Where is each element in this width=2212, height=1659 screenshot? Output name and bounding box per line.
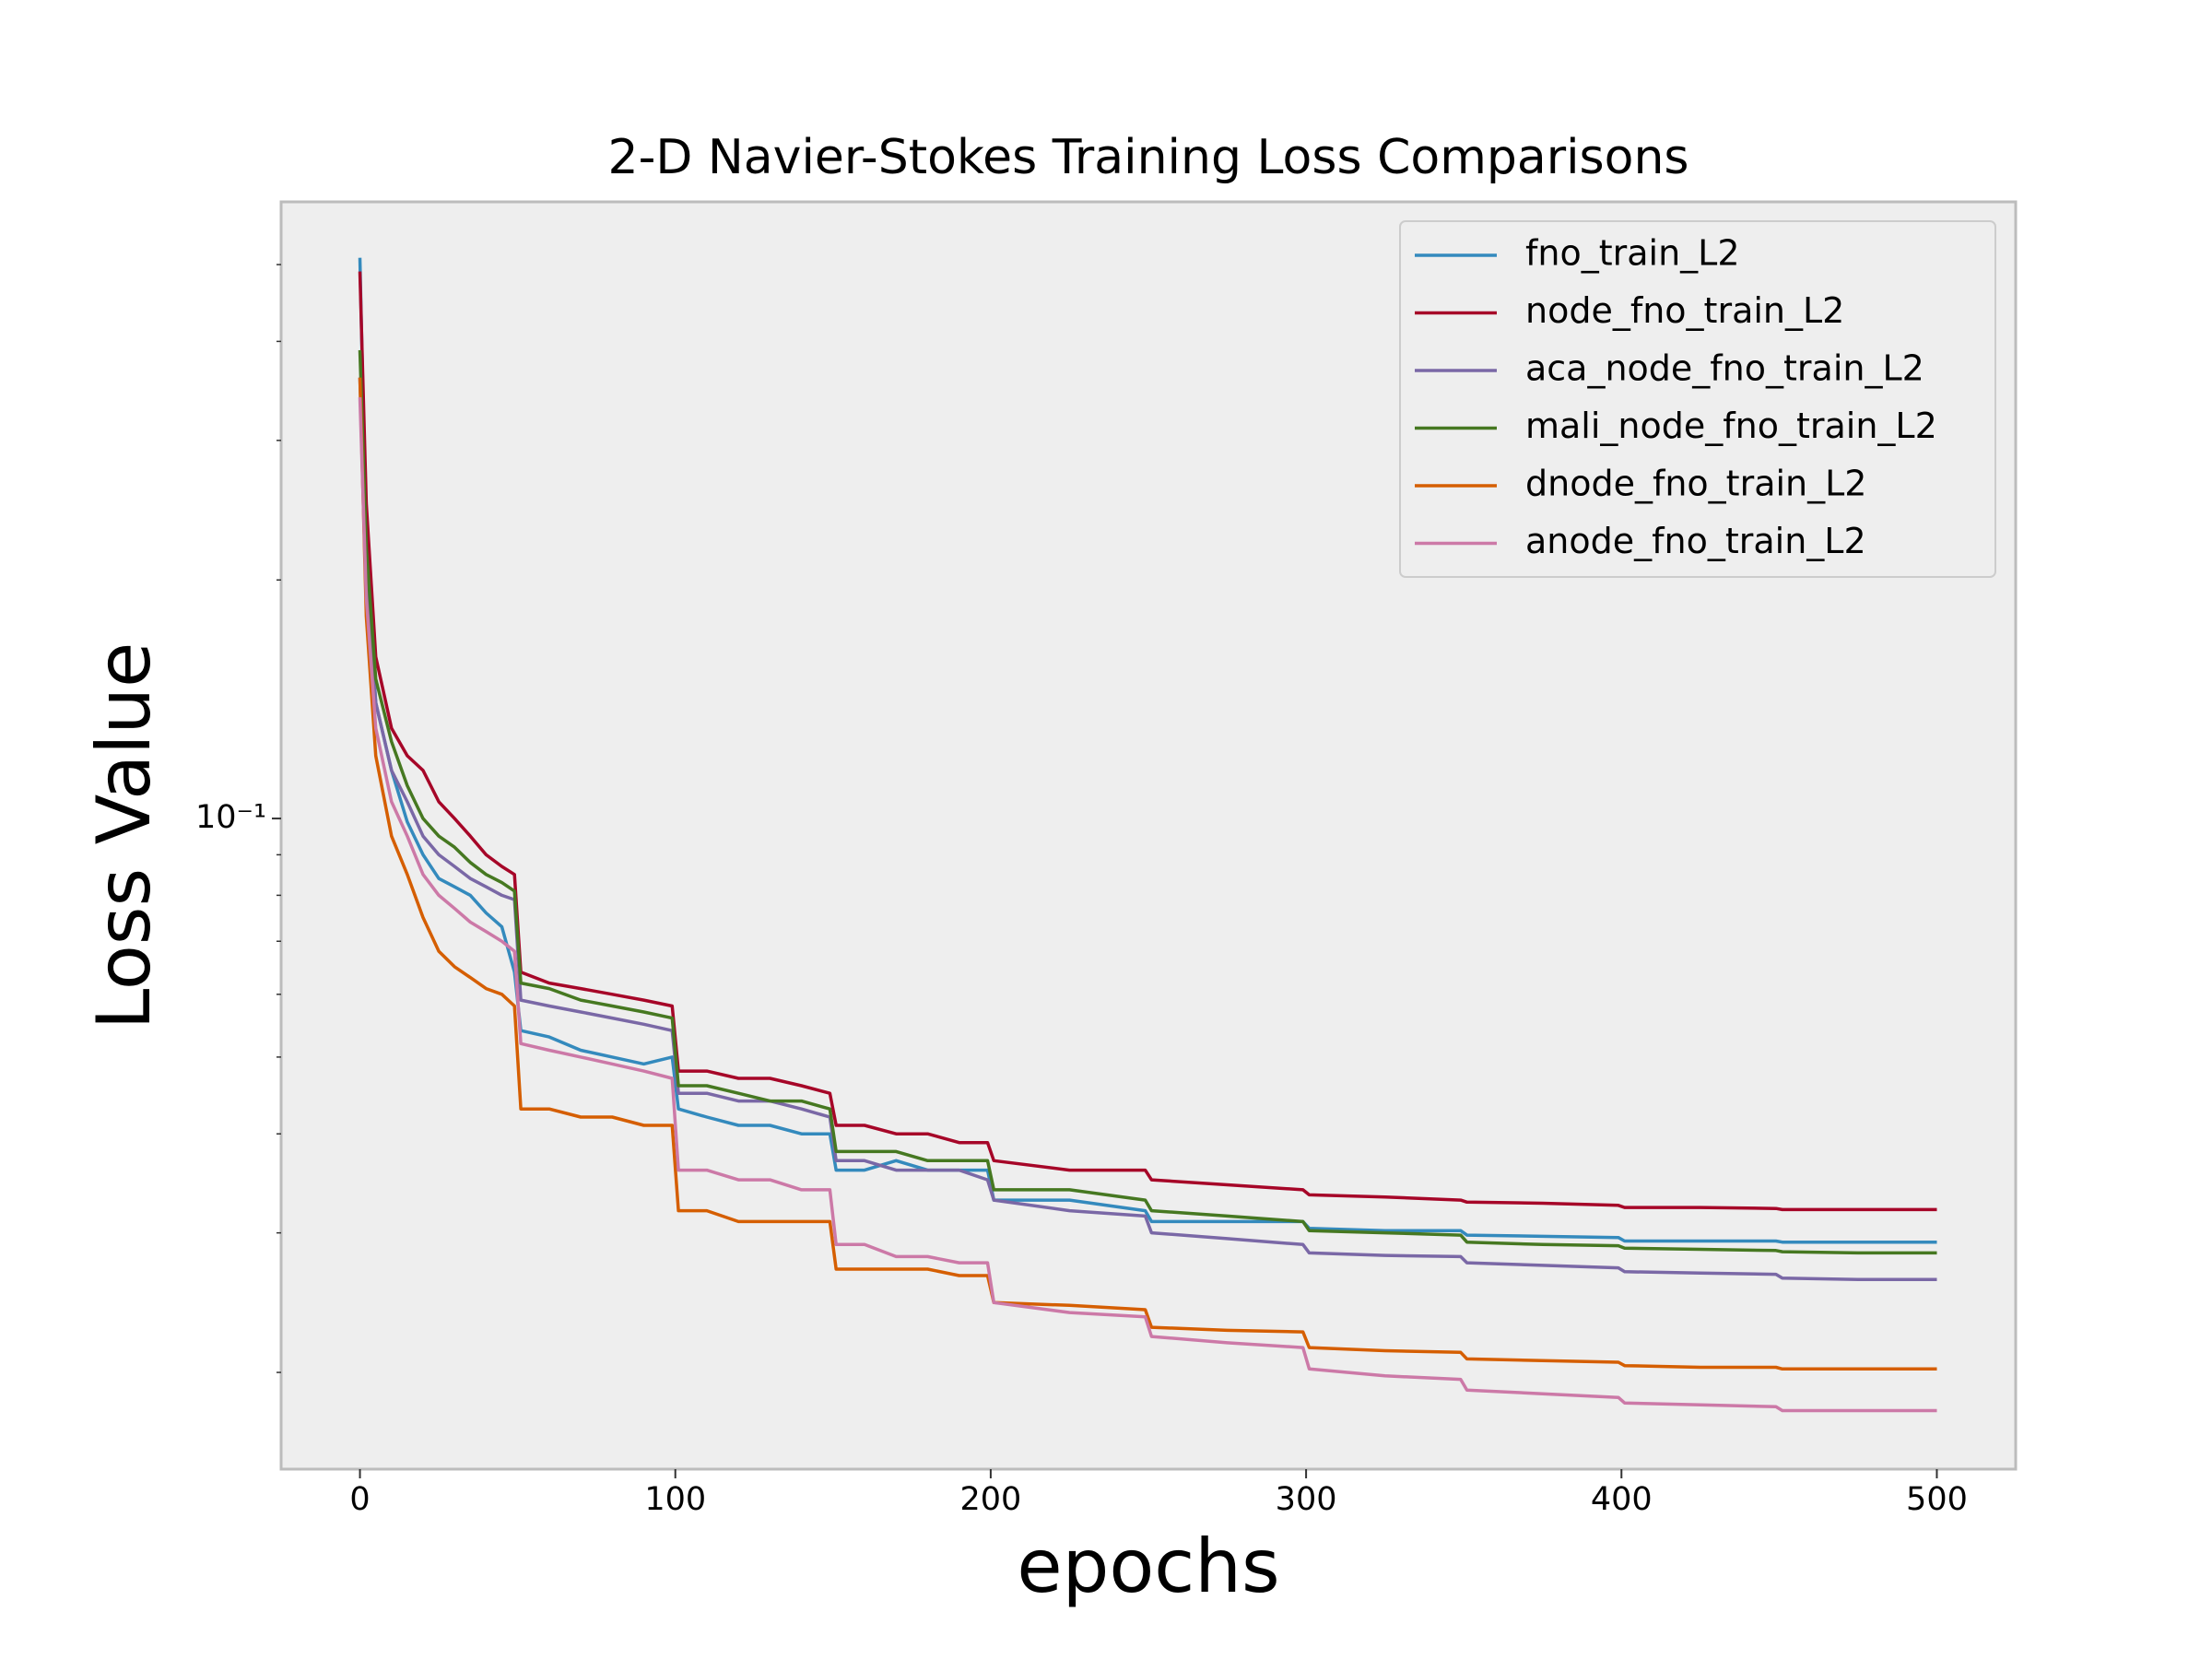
series-line: [358, 257, 1937, 1244]
x-axis-label: epochs: [1017, 1524, 1279, 1609]
x-tick-label: 300: [1276, 1481, 1337, 1518]
legend-label: anode_fno_train_L2: [1525, 521, 1866, 561]
x-tick-label: 500: [1906, 1481, 1968, 1518]
series-line: [358, 349, 1937, 1255]
legend-label: node_fno_train_L2: [1525, 290, 1844, 331]
x-tick-label: 400: [1591, 1481, 1653, 1518]
legend-label: dnode_fno_train_L2: [1525, 464, 1866, 504]
x-tick-label: 0: [349, 1481, 370, 1518]
series-line: [358, 377, 1937, 1371]
chart-title: 2-D Navier-Stokes Training Loss Comparis…: [607, 130, 1688, 185]
x-tick-label: 100: [644, 1481, 706, 1518]
series-line: [358, 271, 1937, 1212]
x-tick-label: 200: [960, 1481, 1022, 1518]
legend-label: aca_node_fno_train_L2: [1525, 348, 1924, 389]
y-axis-label: Loss Value: [81, 642, 167, 1030]
legend-label: mali_node_fno_train_L2: [1525, 406, 1937, 446]
legend-box: [1399, 220, 1996, 578]
legend-label: fno_train_L2: [1525, 233, 1740, 274]
y-tick-label: 10⁻¹: [195, 799, 266, 836]
series-line: [358, 397, 1937, 1413]
